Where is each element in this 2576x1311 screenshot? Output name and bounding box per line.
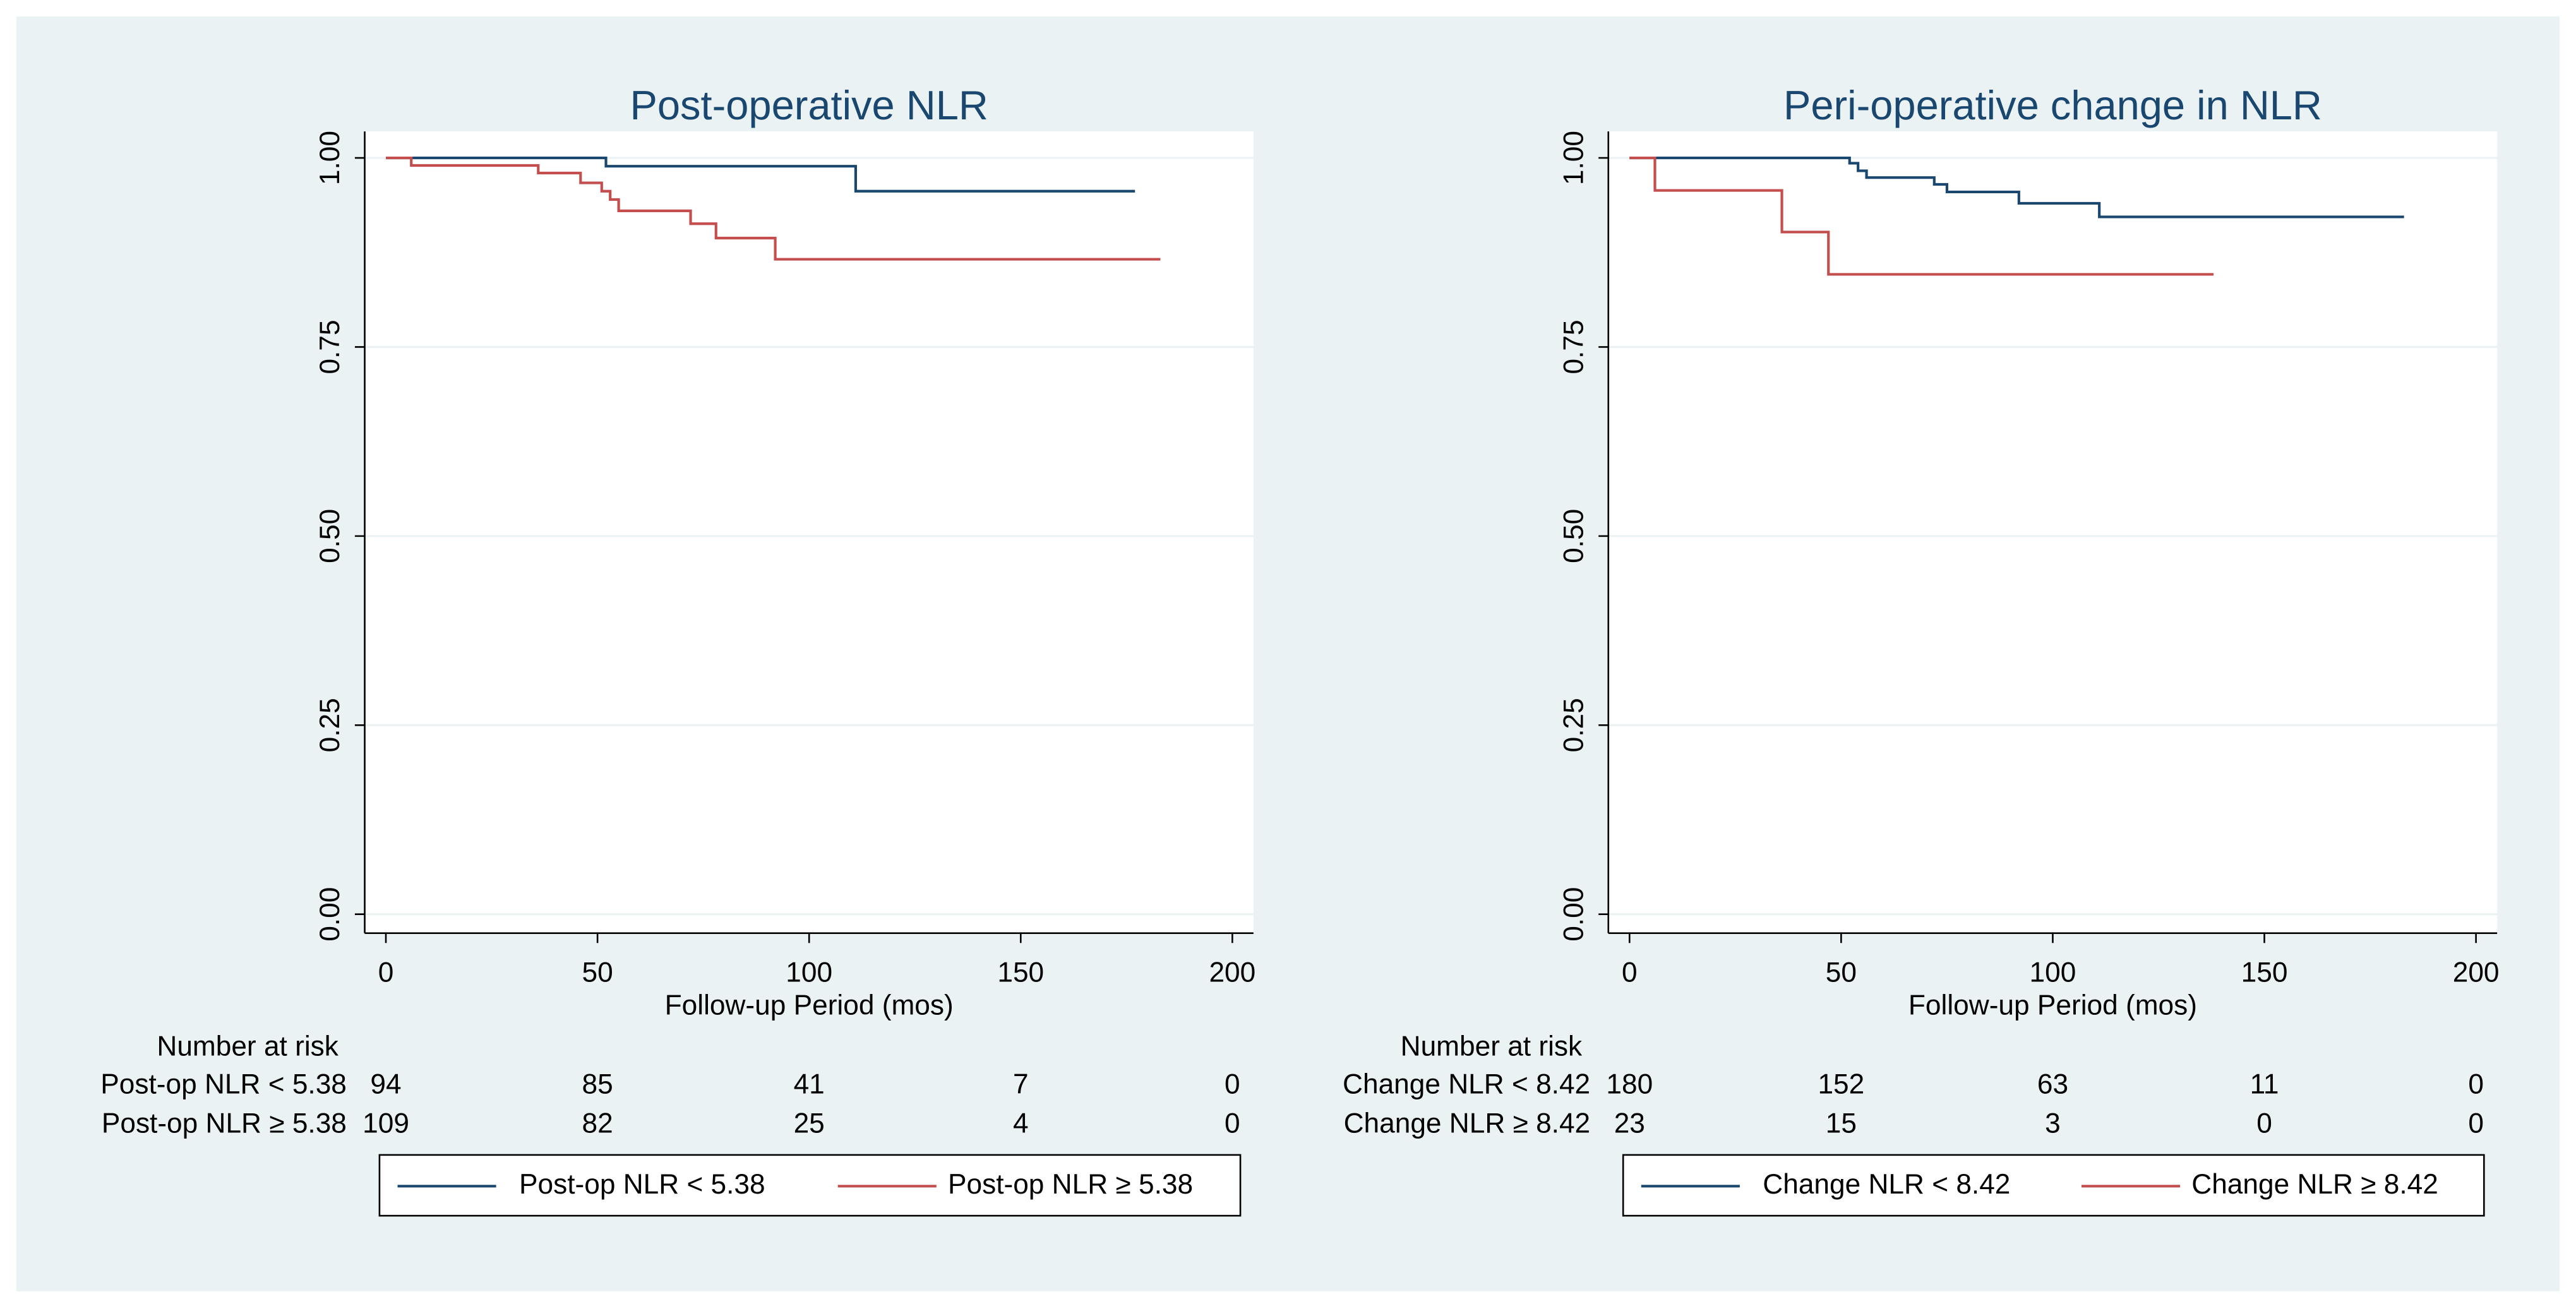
x-tick-label: 200 [1209, 957, 1255, 988]
risk-count: 23 [1614, 1108, 1645, 1139]
legend-label: Post-op NLR ≥ 5.38 [948, 1169, 1193, 1200]
y-tick-label: 0.50 [315, 509, 345, 563]
chart-title: Post-operative NLR [630, 82, 988, 128]
x-tick-label: 100 [786, 957, 832, 988]
risk-count: 3 [2045, 1108, 2061, 1139]
risk-row-label: Post-op NLR ≥ 5.38 [102, 1108, 347, 1139]
y-tick-label: 0.00 [315, 887, 345, 942]
y-tick-label: 0.25 [1558, 698, 1589, 752]
survival-curve [386, 156, 1135, 193]
risk-count: 152 [1818, 1069, 1864, 1099]
risk-count: 11 [2250, 1069, 2279, 1099]
y-tick-label: 0.50 [1558, 509, 1589, 563]
risk-count: 25 [794, 1108, 825, 1139]
risk-row-label: Change NLR ≥ 8.42 [1344, 1108, 1591, 1139]
x-tick-label: 200 [2453, 957, 2500, 988]
risk-count: 63 [2037, 1069, 2068, 1099]
x-axis-label: Follow-up Period (mos) [665, 990, 954, 1021]
risk-count: 0 [2256, 1108, 2272, 1139]
risk-count: 85 [582, 1069, 613, 1099]
legend-label: Post-op NLR < 5.38 [519, 1169, 765, 1200]
chart: Post-operative NLR 0.00 0.25 0.50 0.75 1.00 0 5… [100, 82, 1255, 1217]
x-tick-label: 50 [582, 957, 613, 988]
risk-count: 180 [1606, 1069, 1653, 1099]
chart: Peri-operative change in NLR 0.00 0.25 0.50… [1343, 82, 2500, 1217]
risk-count: 15 [1826, 1108, 1857, 1139]
y-tick-label: 0.75 [315, 320, 345, 374]
risk-count: 109 [362, 1108, 409, 1139]
x-tick-label: 0 [378, 957, 394, 988]
y-tick-label: 1.00 [315, 131, 345, 185]
risk-table-title: Number at risk [157, 1031, 338, 1062]
survival-curve [386, 156, 1161, 261]
risk-count: 0 [2468, 1069, 2484, 1099]
y-tick-label: 0.00 [1558, 887, 1589, 942]
risk-row-label: Post-op NLR < 5.38 [100, 1069, 347, 1099]
x-axis-label: Follow-up Period (mos) [1908, 990, 2197, 1021]
x-tick-label: 0 [1622, 957, 1638, 988]
survival-curve [1629, 156, 2404, 218]
y-tick-label: 0.25 [315, 698, 345, 752]
risk-count: 82 [582, 1108, 613, 1139]
risk-count: 0 [1225, 1069, 1240, 1099]
plot-area [364, 131, 1254, 933]
x-tick-label: 100 [2030, 957, 2076, 988]
risk-count: 0 [1225, 1108, 1240, 1139]
risk-table-title: Number at risk [1401, 1031, 1583, 1062]
risk-row-label: Change NLR < 8.42 [1343, 1069, 1590, 1099]
plot-area [1608, 131, 2498, 933]
x-tick-label: 150 [2241, 957, 2288, 988]
risk-count: 94 [370, 1069, 401, 1099]
legend-label: Change NLR < 8.42 [1763, 1169, 2010, 1200]
x-tick-label: 150 [997, 957, 1044, 988]
chart-title: Peri-operative change in NLR [1783, 82, 2322, 128]
legend-box [378, 1154, 1242, 1217]
x-tick-label: 50 [1826, 957, 1857, 988]
risk-count: 0 [2468, 1108, 2484, 1139]
survival-curve [1629, 156, 2214, 276]
risk-count: 4 [1013, 1108, 1029, 1139]
risk-count: 41 [794, 1069, 825, 1099]
legend-label: Change NLR ≥ 8.42 [2191, 1169, 2438, 1200]
y-tick-label: 0.75 [1558, 320, 1589, 374]
legend-box [1622, 1154, 2485, 1217]
risk-count: 7 [1013, 1069, 1029, 1099]
y-tick-label: 1.00 [1558, 131, 1589, 185]
